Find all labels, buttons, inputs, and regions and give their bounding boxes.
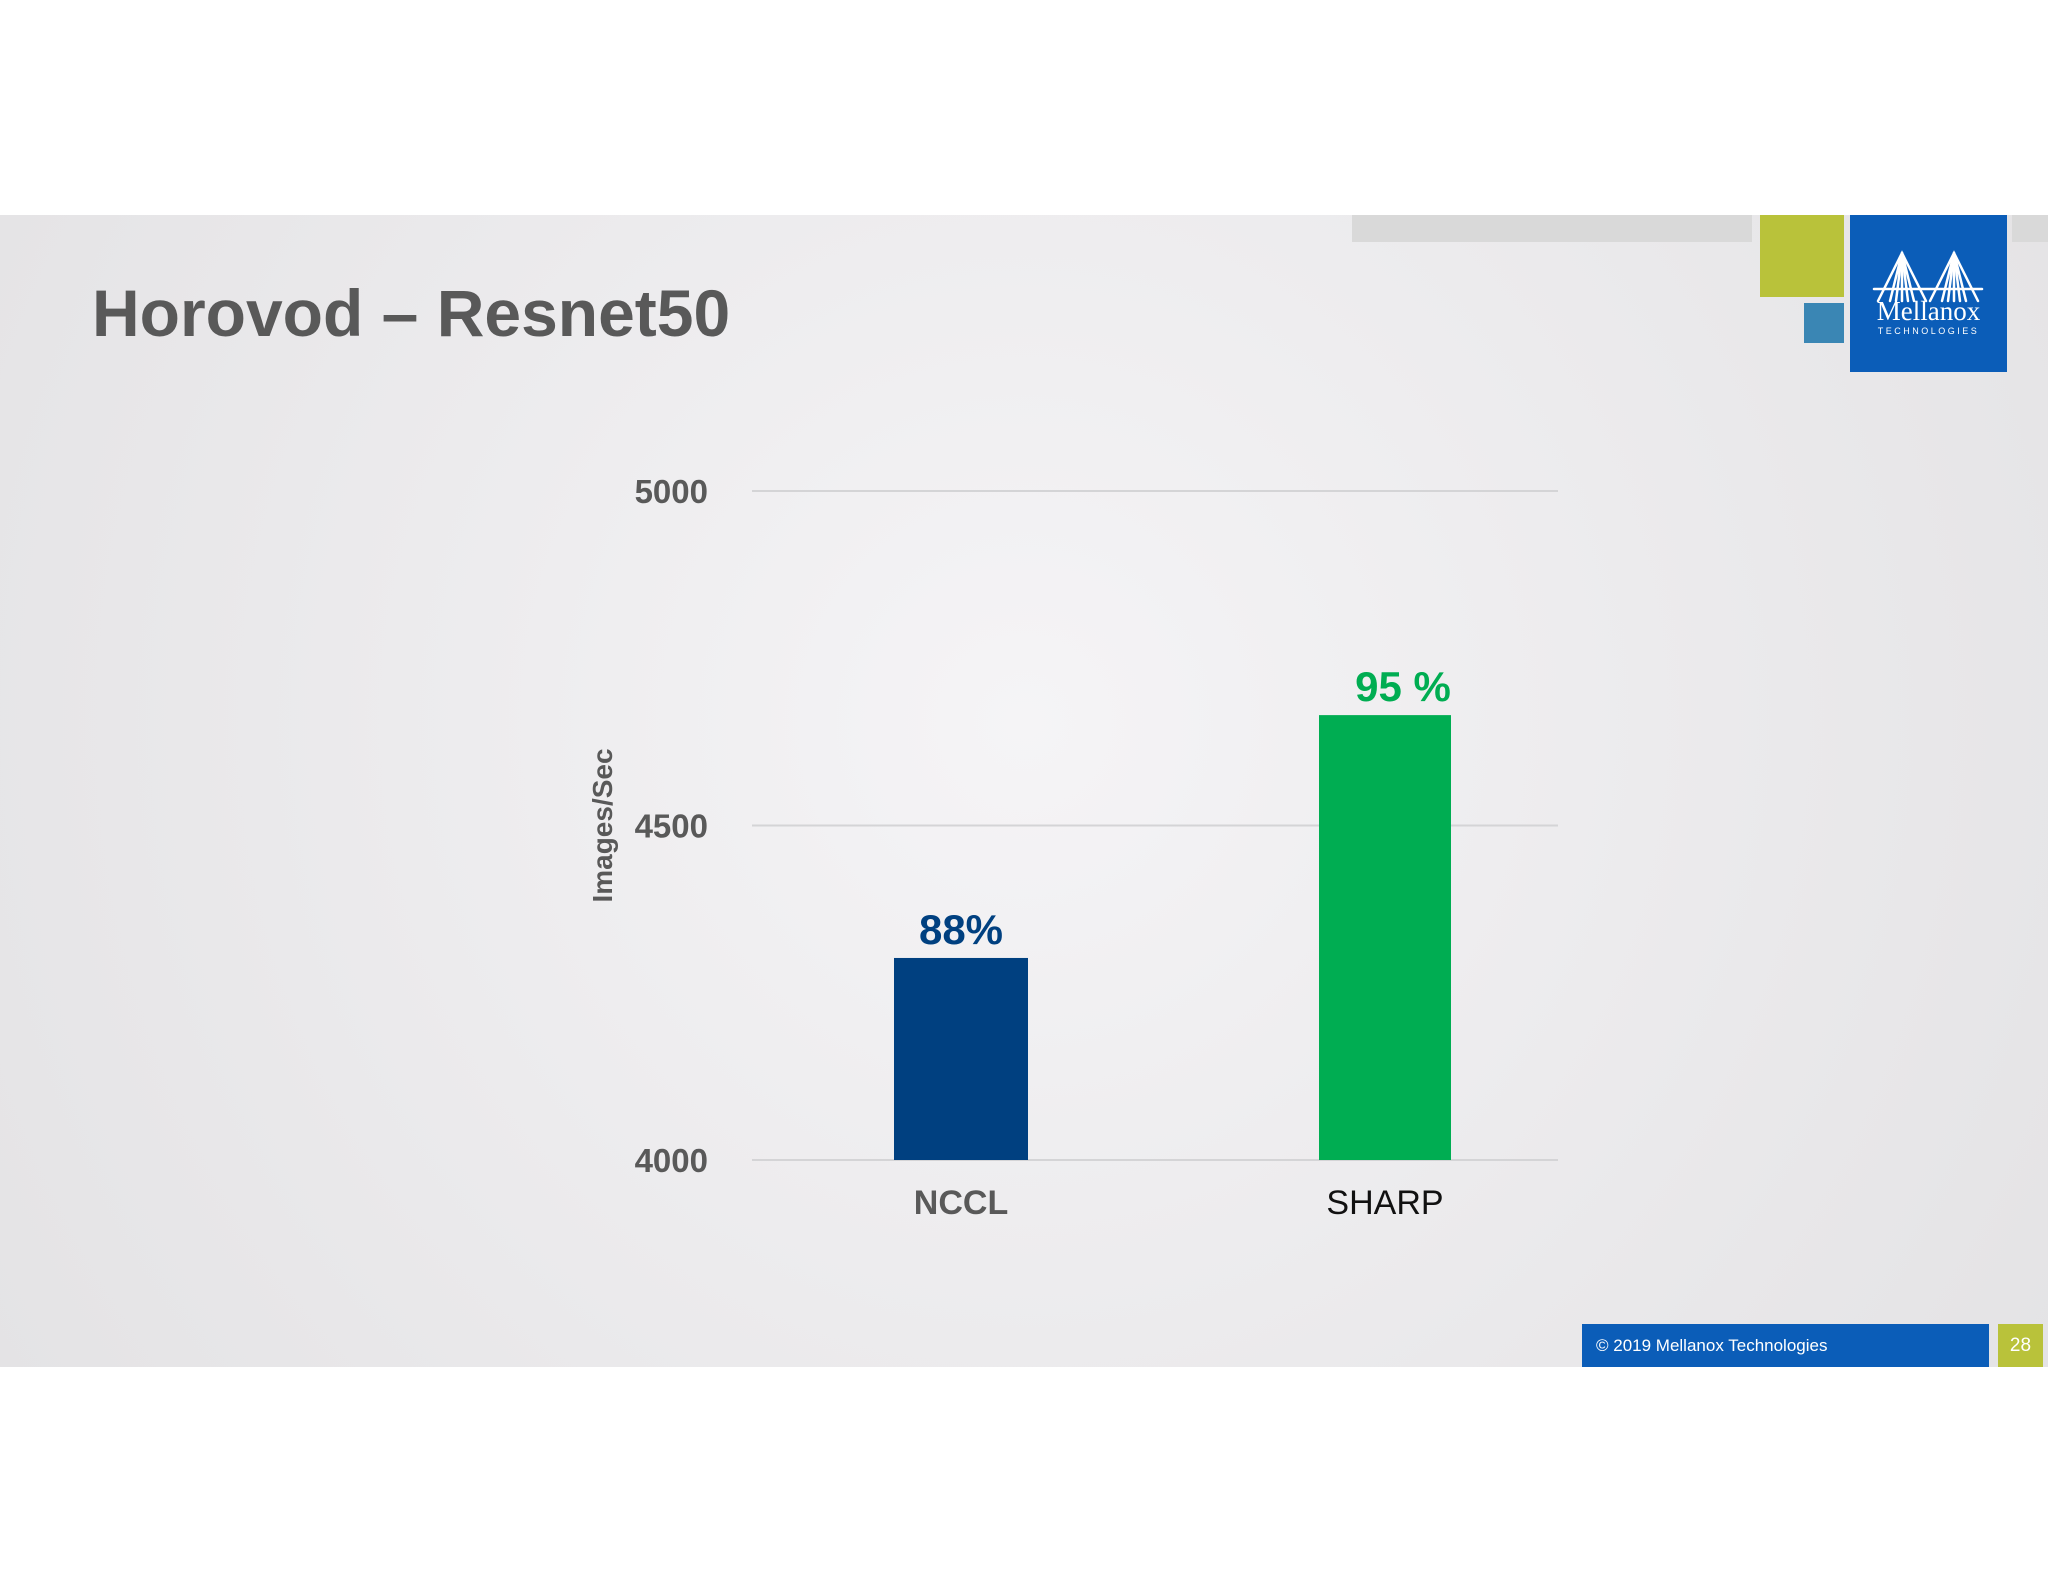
mellanox-logo: Mellanox TECHNOLOGIES (1850, 215, 2007, 372)
y-tick-label: 4500 (635, 808, 708, 845)
logo-green-square (1760, 215, 1844, 297)
logo-brand-text: Mellanox (1876, 296, 1981, 326)
header-accent-bar-right (2012, 215, 2048, 242)
logo-sub-text: TECHNOLOGIES (1877, 326, 1980, 336)
bridge-icon (1872, 250, 1984, 303)
y-tick-label: 5000 (635, 473, 708, 510)
data-label: 88% (919, 906, 1003, 953)
slide: Mellanox TECHNOLOGIES Horovod – Resnet50… (0, 215, 2048, 1367)
slide-title: Horovod – Resnet50 (92, 276, 731, 350)
bar-sharp (1319, 715, 1451, 1160)
y-tick-label: 4000 (635, 1142, 708, 1179)
copyright-text: © 2019 Mellanox Technologies (1596, 1336, 1828, 1355)
data-label: 95 % (1355, 663, 1451, 710)
page-number: 28 (1998, 1324, 2043, 1367)
footer-bar: © 2019 Mellanox Technologies (1582, 1324, 1989, 1367)
y-axis-label: Images/Sec (587, 748, 618, 902)
x-tick-label: SHARP (1326, 1184, 1443, 1222)
logo-teal-square (1804, 303, 1844, 343)
x-tick-label: NCCL (914, 1184, 1008, 1222)
header-accent-bar (1352, 215, 1752, 242)
bar-nccl (894, 957, 1028, 1160)
bar-chart: 4000 4500 5000 Images/Sec 88% NCCL 95 % SHARP (587, 473, 1558, 1222)
